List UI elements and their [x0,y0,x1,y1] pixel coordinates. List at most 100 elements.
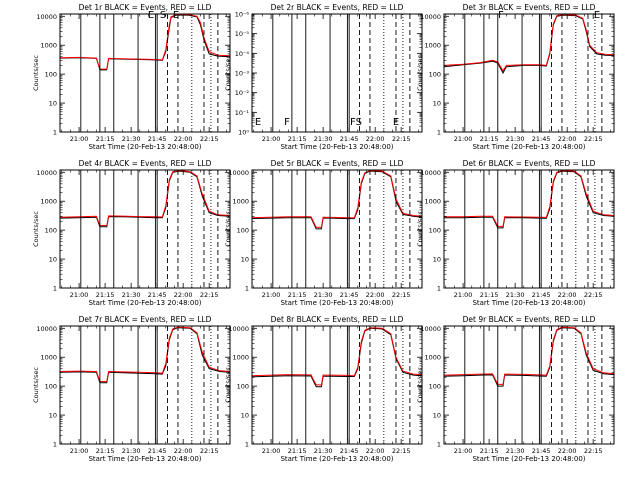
x-tick-label: 22:15 [584,447,603,455]
x-tick-label: 21:00 [262,447,281,455]
x-tick-label: 22:00 [174,447,193,455]
y-tick-label: 1000 [232,354,249,362]
x-axis-label: Start Time (20-Feb-13 20:48:00) [472,299,585,307]
x-tick-label: 21:30 [506,291,525,299]
x-tick-label: 21:30 [314,135,333,143]
x-tick-label: 21:45 [148,135,167,143]
plot-frame [443,169,615,289]
panel-title: Det 3r BLACK = Events, RED = LLD [463,3,596,12]
panel-det-6: Det 6r BLACK = Events, RED = LLD 1 10 100 10… [416,159,615,307]
y-tick-label: 10 [433,256,441,264]
y-axis-label: Counts/sec [224,211,232,247]
y-axis-label: Counts/sec [416,211,424,247]
x-tick-label: 21:45 [340,291,359,299]
panel-title: Det 7r BLACK = Events, RED = LLD [79,315,212,324]
x-tick-label: 21:00 [70,291,89,299]
y-tick-label: 10⁻⁵ [235,30,250,38]
panel-det-5: Det 5r BLACK = Events, RED = LLD 1 10 100 10… [224,159,423,307]
plot-frame [59,13,231,133]
y-tick-label: 10000 [228,169,249,177]
x-tick-label: 22:00 [366,447,385,455]
y-axis-label: Counts/sec [416,367,424,403]
y-tick-label: 100 [237,383,249,391]
panel-annotation: FS [350,117,362,128]
x-axis-label: Start Time (20-Feb-13 20:48:00) [88,299,201,307]
x-tick-label: 21:15 [96,447,115,455]
y-axis-label: Counts/sec [32,211,40,247]
y-tick-label: 1 [53,129,57,137]
y-tick-label: 1 [437,441,441,449]
x-tick-label: 21:15 [288,291,307,299]
series-lld-line [251,327,423,386]
panel-annotation: E [255,117,261,128]
panel-annotation: F [284,117,290,128]
panel-title: Det 1r BLACK = Events, RED = LLD [79,3,212,12]
x-tick-label: 21:30 [506,447,525,455]
panel-annotation: E [594,10,600,21]
panel-title: Det 6r BLACK = Events, RED = LLD [463,159,596,168]
x-tick-label: 22:00 [558,447,577,455]
panel-det-7: Det 7r BLACK = Events, RED = LLD 1 10 100 10… [32,315,231,463]
x-axis-label: Start Time (20-Feb-13 20:48:00) [88,455,201,463]
panel-det-3: Det 3r BLACK = Events, RED = LLD 1 10 100 10… [416,3,615,151]
x-tick-label: 21:00 [454,447,473,455]
x-tick-label: 22:15 [584,291,603,299]
series-lld-line [443,13,615,72]
x-tick-label: 21:30 [122,135,141,143]
y-axis-label: Counts/sec [32,367,40,403]
x-axis-label: Start Time (20-Feb-13 20:48:00) [472,143,585,151]
x-tick-label: 21:30 [122,291,141,299]
y-tick-label: 10 [433,412,441,420]
y-tick-label: 100 [45,71,57,79]
panel-det-9: Det 9r BLACK = Events, RED = LLD 1 10 100 10… [416,315,615,463]
panel-title: Det 8r BLACK = Events, RED = LLD [271,315,404,324]
y-tick-label: 10⁻¹ [235,109,250,117]
x-tick-label: 22:00 [558,291,577,299]
plot-frame [443,325,615,445]
y-tick-label: 10000 [420,325,441,333]
plot-frame [251,325,423,445]
x-tick-label: 21:15 [96,135,115,143]
series-events-line [443,14,615,74]
y-tick-label: 10 [49,256,57,264]
x-tick-label: 21:00 [262,135,281,143]
x-tick-label: 21:00 [454,135,473,143]
x-tick-label: 21:30 [314,291,333,299]
y-tick-label: 10000 [228,325,249,333]
y-tick-label: 10000 [36,325,57,333]
x-tick-label: 21:30 [122,447,141,455]
y-tick-label: 1 [53,441,57,449]
x-tick-label: 22:15 [392,447,411,455]
x-tick-label: 22:15 [200,291,219,299]
y-axis-label: Counts/sec [416,55,424,91]
x-tick-label: 21:00 [454,291,473,299]
x-tick-label: 21:30 [314,447,333,455]
panel-title: Det 4r BLACK = Events, RED = LLD [79,159,212,168]
x-axis-label: Start Time (20-Feb-13 20:48:00) [472,455,585,463]
x-tick-label: 22:15 [584,135,603,143]
plot-frame [443,13,615,133]
y-tick-label: 100 [429,383,441,391]
series-lld-line [251,169,423,228]
x-tick-label: 21:00 [70,135,89,143]
y-tick-label: 10000 [420,169,441,177]
x-tick-label: 22:15 [392,135,411,143]
y-tick-label: 10000 [420,13,441,21]
x-axis-label: Start Time (20-Feb-13 20:48:00) [88,143,201,151]
y-tick-label: 1000 [424,198,441,206]
series-lld-line [59,169,231,226]
y-tick-label: 100 [45,227,57,235]
x-tick-label: 21:45 [148,291,167,299]
x-tick-label: 22:15 [200,447,219,455]
panel-annotation: E [148,10,154,21]
y-tick-label: 10⁻² [235,89,250,97]
x-tick-label: 22:15 [392,291,411,299]
x-tick-label: 21:15 [480,447,499,455]
x-axis-label: Start Time (20-Feb-13 20:48:00) [280,299,393,307]
panel-title: Det 9r BLACK = Events, RED = LLD [463,315,596,324]
x-tick-label: 21:45 [340,135,359,143]
y-tick-label: 1000 [40,198,57,206]
y-tick-label: 1000 [40,42,57,50]
y-tick-label: 1 [437,285,441,293]
y-tick-label: 10 [49,412,57,420]
